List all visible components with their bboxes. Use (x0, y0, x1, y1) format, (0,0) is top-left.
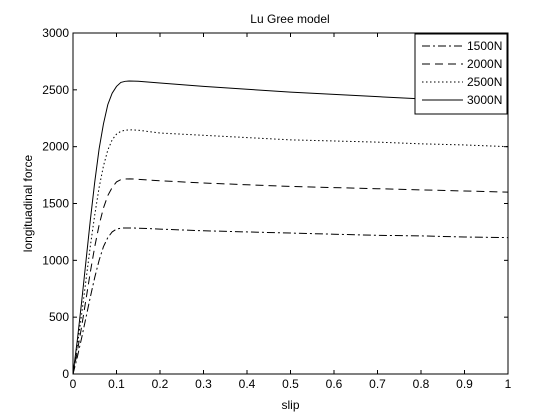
x-tick-label: 0.5 (282, 377, 299, 391)
legend-label-2000N: 2000N (467, 57, 502, 71)
y-tick-label: 0 (62, 367, 69, 381)
x-tick-label: 1 (505, 377, 512, 391)
y-tick-label: 1500 (42, 197, 69, 211)
y-tick-label: 500 (49, 310, 69, 324)
y-axis: 0 500 1000 1500 2000 2500 3000 (42, 26, 508, 381)
x-tick-label: 0.2 (152, 377, 169, 391)
x-axis-label: slip (281, 398, 299, 412)
chart-title: Lu Gree model (250, 12, 329, 26)
series-line-3000N (73, 80, 478, 374)
legend: 1500N 2000N 2500N 3000N (414, 33, 508, 115)
y-tick-label: 3000 (42, 26, 69, 40)
x-tick-label: 0 (70, 377, 77, 391)
x-tick-label: 0.1 (108, 377, 125, 391)
series-line-2000N (73, 178, 508, 374)
x-tick-label: 0.7 (369, 377, 386, 391)
x-tick-label: 0.4 (239, 377, 256, 391)
legend-label-1500N: 1500N (467, 39, 502, 53)
series-layer (73, 80, 508, 374)
x-tick-label: 0.9 (456, 377, 473, 391)
series-line-1500N (73, 227, 508, 374)
x-tick-label: 0.6 (326, 377, 343, 391)
legend-label-2500N: 2500N (467, 75, 502, 89)
series-line-2500N (73, 129, 508, 374)
x-tick-label: 0.3 (195, 377, 212, 391)
x-tick-label: 0.8 (413, 377, 430, 391)
y-tick-label: 2000 (42, 140, 69, 154)
y-tick-label: 1000 (42, 253, 69, 267)
y-tick-label: 2500 (42, 83, 69, 97)
legend-label-3000N: 3000N (467, 93, 502, 107)
legend-box (414, 33, 508, 115)
legend-items: 1500N 2000N 2500N 3000N (422, 39, 502, 107)
x-axis: 0 0.1 0.2 0.3 0.4 0.5 0.6 0.7 0.8 0.9 1 (70, 33, 512, 391)
y-axis-label: longituadinal force (21, 154, 35, 252)
